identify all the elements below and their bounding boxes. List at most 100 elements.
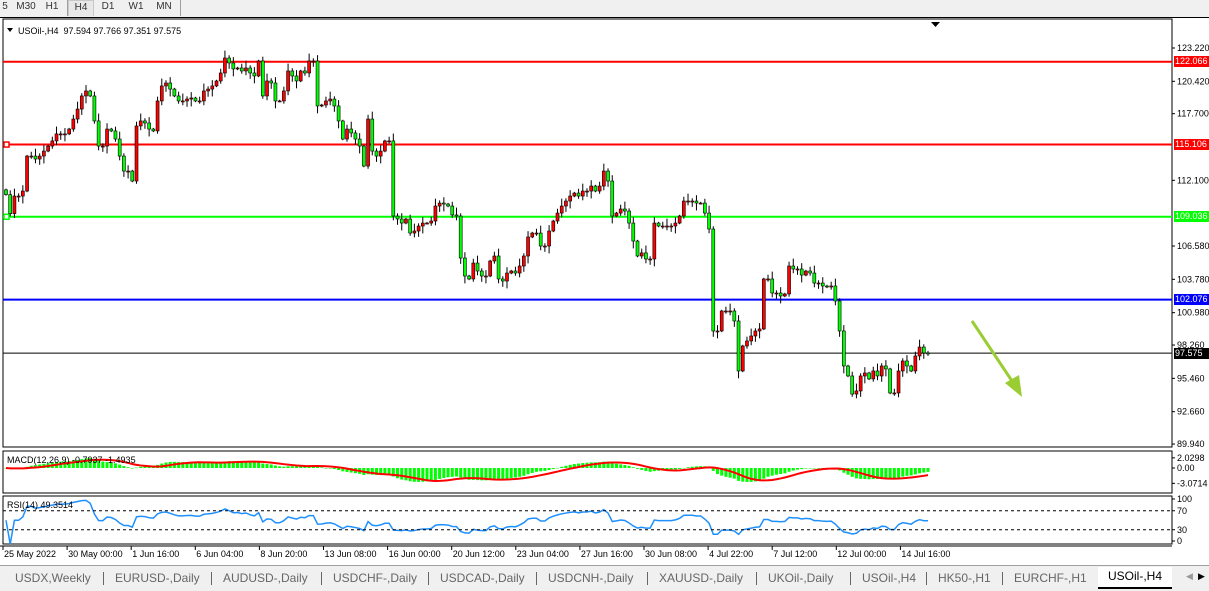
candle xyxy=(210,80,215,97)
macd-bar xyxy=(623,465,627,468)
macd-bar xyxy=(867,468,871,480)
candle xyxy=(416,223,421,237)
candle xyxy=(896,363,901,398)
candle xyxy=(12,188,17,218)
scroll-right-icon[interactable]: ▶ xyxy=(1198,571,1205,581)
candle xyxy=(429,216,434,226)
candle xyxy=(71,114,76,132)
candle xyxy=(707,205,711,234)
macd-bar xyxy=(850,468,854,477)
macd-bar xyxy=(294,466,298,468)
macd-bar xyxy=(374,468,378,476)
timeframe-d1[interactable]: D1 xyxy=(101,1,115,12)
macd-bar xyxy=(370,468,374,475)
chart-tab[interactable]: XAUUSD-,Daily xyxy=(659,571,744,585)
candle xyxy=(442,197,446,212)
level-anchor[interactable] xyxy=(3,141,10,148)
macd-bar xyxy=(316,466,320,468)
candle xyxy=(736,315,741,379)
chart-tab[interactable]: USDCNH-,Daily xyxy=(548,571,634,585)
candle xyxy=(551,219,556,233)
candle xyxy=(138,113,143,131)
macd-bar xyxy=(665,468,669,471)
chart-tab[interactable]: USDCHF-,Daily xyxy=(333,571,417,585)
chart-tab[interactable]: EURCHF-,H1 xyxy=(1014,571,1087,585)
timeframe-h1[interactable]: H1 xyxy=(45,1,59,12)
chart-shift-marker-icon[interactable] xyxy=(931,22,940,27)
chart-tab[interactable]: UKOil-,Daily xyxy=(768,571,834,585)
macd-bar xyxy=(67,461,71,468)
rsi-tick: 30 xyxy=(1177,525,1187,535)
candle xyxy=(526,231,530,264)
chart-window[interactable]: 123.220 120.420 117.700 112.100 106.580 103.7… xyxy=(0,17,1209,565)
candle xyxy=(774,290,779,299)
candle xyxy=(113,126,118,142)
candle xyxy=(753,328,758,342)
level-anchor[interactable] xyxy=(3,213,10,221)
rsi-label: RSI(14) 49.3514 xyxy=(7,500,73,510)
macd-bar xyxy=(505,468,509,479)
chart-tab[interactable]: USDX,Weekly xyxy=(15,571,91,585)
macd-bar xyxy=(804,468,808,469)
macd-bar xyxy=(598,462,602,468)
timeframe-h4[interactable]: H4 xyxy=(68,0,94,16)
candle xyxy=(193,96,198,103)
price-chart[interactable]: 123.220 120.420 117.700 112.100 106.580 103.7… xyxy=(0,18,1209,565)
macd-bar xyxy=(118,464,122,468)
candle xyxy=(168,77,172,97)
price-tick: 117.700 xyxy=(1177,109,1209,119)
collapse-triangle-icon[interactable] xyxy=(7,28,13,32)
time-tick: 30 Jun 08:00 xyxy=(645,549,697,559)
rsi-tick: 0 xyxy=(1177,536,1182,546)
candle xyxy=(105,123,109,154)
candle xyxy=(522,253,526,272)
macd-bar xyxy=(577,463,581,468)
candle xyxy=(787,261,791,297)
candle xyxy=(311,58,316,67)
candle xyxy=(543,243,547,252)
chart-tab[interactable]: HK50-,H1 xyxy=(938,571,991,585)
chart-tab[interactable]: USOil-,H4 xyxy=(1098,567,1173,589)
macd-bar xyxy=(273,465,277,468)
macd-bar xyxy=(901,468,905,477)
macd-bar xyxy=(518,468,522,477)
candle xyxy=(336,100,341,129)
candle xyxy=(88,89,93,98)
timeframe-w1[interactable]: W1 xyxy=(128,1,144,12)
chart-tab[interactable]: AUDUSD-,Daily xyxy=(223,571,308,585)
scroll-left-icon[interactable]: ◀ xyxy=(1186,571,1193,581)
macd-bar xyxy=(539,468,543,472)
candle xyxy=(623,201,627,216)
timeframe-mn[interactable]: MN xyxy=(156,1,172,12)
time-tick: 6 Jun 04:00 xyxy=(196,549,243,559)
timeframe-m5[interactable]: 5 xyxy=(2,1,8,12)
candle xyxy=(399,213,404,231)
trend-arrow-icon[interactable] xyxy=(970,320,1022,397)
macd-bar xyxy=(193,462,197,468)
macd-bar xyxy=(215,462,219,468)
chart-tab[interactable]: USOil-,H4 xyxy=(862,571,917,585)
rsi-tick: 70 xyxy=(1177,506,1187,516)
macd-bar xyxy=(383,468,387,475)
time-tick: 25 May 2022 xyxy=(4,549,56,559)
ohlc-label: 97.594 97.766 97.351 97.575 xyxy=(64,26,182,36)
macd-bar xyxy=(884,468,888,478)
macd-bar xyxy=(105,462,109,468)
macd-bar xyxy=(206,462,210,468)
candle xyxy=(580,183,585,201)
candle xyxy=(176,91,181,104)
macd-bar xyxy=(185,462,189,468)
timeframe-m30[interactable]: M30 xyxy=(16,1,36,12)
chart-tab[interactable]: USDCAD-,Daily xyxy=(440,571,525,585)
macd-bar xyxy=(337,468,341,470)
macd-bar xyxy=(783,468,787,474)
macd-bar xyxy=(501,468,505,479)
candle xyxy=(391,133,396,221)
macd-bar xyxy=(438,468,442,479)
macd-bar xyxy=(913,468,917,475)
candle xyxy=(795,266,800,275)
macd-bar xyxy=(421,468,425,482)
candle xyxy=(126,165,130,179)
chart-tab[interactable]: EURUSD-,Daily xyxy=(115,571,200,585)
candle xyxy=(926,350,930,356)
